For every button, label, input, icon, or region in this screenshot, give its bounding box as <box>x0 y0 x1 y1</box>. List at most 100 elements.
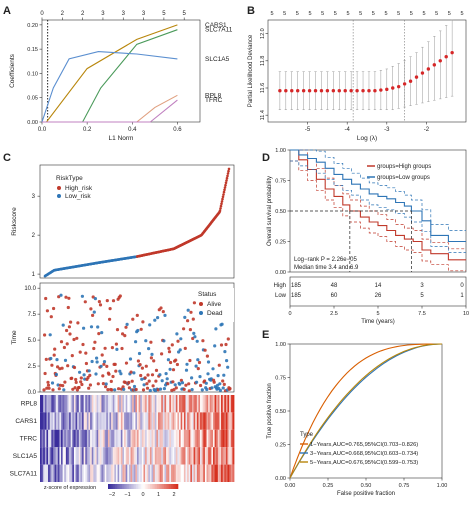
alive-point <box>69 320 73 324</box>
heatmap-cell <box>170 447 173 465</box>
alive-point <box>72 365 77 370</box>
dead-point <box>49 356 53 361</box>
coef-line-slc7a11 <box>42 29 178 123</box>
dead-point <box>186 308 190 312</box>
alive-point <box>100 353 104 357</box>
deviance-point <box>408 79 413 83</box>
heatmap-cell <box>146 412 149 430</box>
heatmap-cell <box>88 447 91 465</box>
dead-point <box>55 358 59 362</box>
heatmap-cell <box>196 412 199 430</box>
heatmap-cell <box>52 447 55 465</box>
heatmap-legend-swatch <box>111 484 114 489</box>
heatmap-cell <box>227 464 230 482</box>
heatmap-cell <box>103 412 106 430</box>
alive-point <box>221 379 225 383</box>
heatmap-cell <box>206 429 209 448</box>
heatmap-cell <box>219 447 222 465</box>
alive-point <box>114 369 118 373</box>
top-tick-label: 5 <box>372 11 375 17</box>
deviance-point <box>426 67 431 71</box>
heatmap-cell <box>44 412 47 430</box>
deviance-point <box>337 89 341 93</box>
heatmap-cell <box>200 429 203 448</box>
heatmap-cell <box>232 464 235 482</box>
dead-point <box>148 323 152 327</box>
heatmap-cell <box>232 412 235 430</box>
heatmap-cell <box>78 429 81 448</box>
heatmap-cell <box>43 412 46 430</box>
heatmap-cell <box>141 412 144 430</box>
heatmap-cell <box>167 447 170 465</box>
dead-point <box>214 327 218 331</box>
alive-point <box>121 332 125 336</box>
heatmap-legend-swatch <box>125 484 128 489</box>
alive-point <box>136 359 140 363</box>
lasso-coefficient-plot: 0.0 0.2 0.4 0.6 0.00 0.05 0.10 0.15 0.200 2 2 3 3 3 5 5… <box>9 11 233 142</box>
dead-point <box>166 358 170 362</box>
heatmap-cell <box>67 447 70 465</box>
heatmap-cell <box>179 412 182 430</box>
x-axis-title: Log (λ) <box>357 135 377 142</box>
deviance-point <box>402 82 407 86</box>
heatmap-cell <box>114 395 117 413</box>
heatmap-cell <box>229 464 232 482</box>
heatmap-cell <box>195 447 198 465</box>
dead-point <box>211 367 215 371</box>
heatmap-cell <box>174 412 177 430</box>
alive-point <box>149 340 153 344</box>
alive-point <box>87 386 91 390</box>
heatmap-cell <box>96 464 99 482</box>
y-tick-label: 11.8 <box>260 56 266 66</box>
alive-point <box>64 295 68 299</box>
heatmap-cell <box>170 395 173 413</box>
heatmap-cell <box>206 464 209 482</box>
heatmap-cell <box>209 447 212 465</box>
top-tick-label: 5 <box>308 11 311 17</box>
panel-letter-b: B <box>247 5 255 17</box>
dead-point <box>96 325 100 329</box>
heatmap-cell <box>211 429 214 448</box>
alive-point <box>134 387 138 392</box>
heatmap-cell <box>91 447 94 465</box>
y-tick-label: 0.75 <box>275 179 286 185</box>
x-tick-label: 0.50 <box>361 483 372 489</box>
dead-point <box>210 386 214 390</box>
heatmap-cell <box>158 429 161 448</box>
x-tick-label: -3 <box>384 127 390 133</box>
dead-point <box>190 388 194 392</box>
heatmap-cell <box>88 412 91 430</box>
heatmap-cell <box>148 464 151 482</box>
heatmap-cell <box>198 464 201 482</box>
heatmap-cell <box>90 447 93 465</box>
heatmap-cell <box>140 464 143 482</box>
alive-point <box>191 336 195 341</box>
heatmap-cell <box>180 395 183 413</box>
dead-point <box>95 356 99 360</box>
heatmap-cell <box>138 429 141 448</box>
dead-point <box>104 382 108 386</box>
heatmap-cell <box>98 429 101 448</box>
alive-point <box>106 388 110 392</box>
dead-point <box>193 335 197 339</box>
heatmap-cell <box>124 412 127 430</box>
heatmap-cell <box>94 447 97 465</box>
dead-point <box>118 369 122 373</box>
heatmap-cell <box>69 395 72 413</box>
heatmap-cell <box>203 447 206 465</box>
heatmap-cell <box>161 447 164 465</box>
heatmap-cell <box>106 447 109 465</box>
alive-point <box>111 374 115 379</box>
heatmap-cell <box>94 412 97 430</box>
dead-point <box>195 380 199 384</box>
deviance-point <box>379 88 383 92</box>
heatmap-legend-swatch <box>123 484 126 489</box>
heatmap-cell <box>51 464 54 482</box>
heatmap-cell <box>145 395 148 413</box>
alive-point <box>189 310 193 314</box>
heatmap-cell <box>120 464 123 482</box>
heatmap-cell <box>166 429 169 448</box>
dead-point <box>62 388 66 392</box>
